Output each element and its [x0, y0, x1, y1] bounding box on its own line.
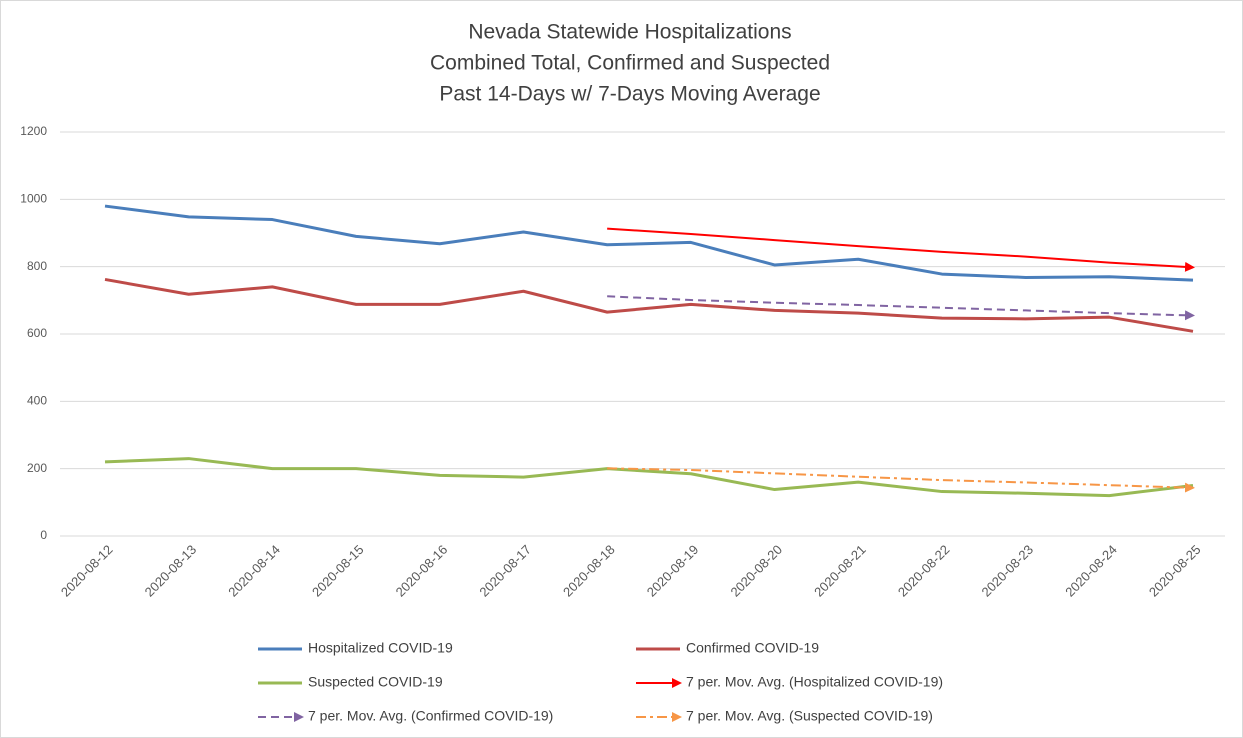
legend-label: 7 per. Mov. Avg. (Suspected COVID-19): [686, 708, 933, 724]
chart-title: Combined Total, Confirmed and Suspected: [430, 52, 830, 75]
y-tick-label: 1000: [20, 192, 47, 206]
y-tick-label: 1200: [20, 124, 47, 138]
series-line: [104, 204, 1194, 282]
chart-title: Past 14-Days w/ 7-Days Moving Average: [439, 83, 820, 106]
series-line: [607, 295, 1195, 321]
series-line: [607, 467, 1195, 493]
y-tick-label: 600: [27, 326, 47, 340]
y-tick-label: 800: [27, 259, 47, 273]
legend-label: 7 per. Mov. Avg. (Hospitalized COVID-19): [686, 674, 943, 690]
y-tick-label: 0: [40, 528, 47, 542]
legend-label: Suspected COVID-19: [308, 674, 443, 690]
legend-label: 7 per. Mov. Avg. (Confirmed COVID-19): [308, 708, 553, 724]
legend-label: Confirmed COVID-19: [686, 640, 819, 656]
y-tick-label: 200: [27, 461, 47, 475]
chart-title: Nevada Statewide Hospitalizations: [468, 21, 791, 44]
series-line: [104, 457, 1194, 498]
legend-label: Hospitalized COVID-19: [308, 640, 453, 656]
series-line: [104, 277, 1194, 333]
y-tick-label: 400: [27, 394, 47, 408]
series-line: [607, 227, 1195, 272]
